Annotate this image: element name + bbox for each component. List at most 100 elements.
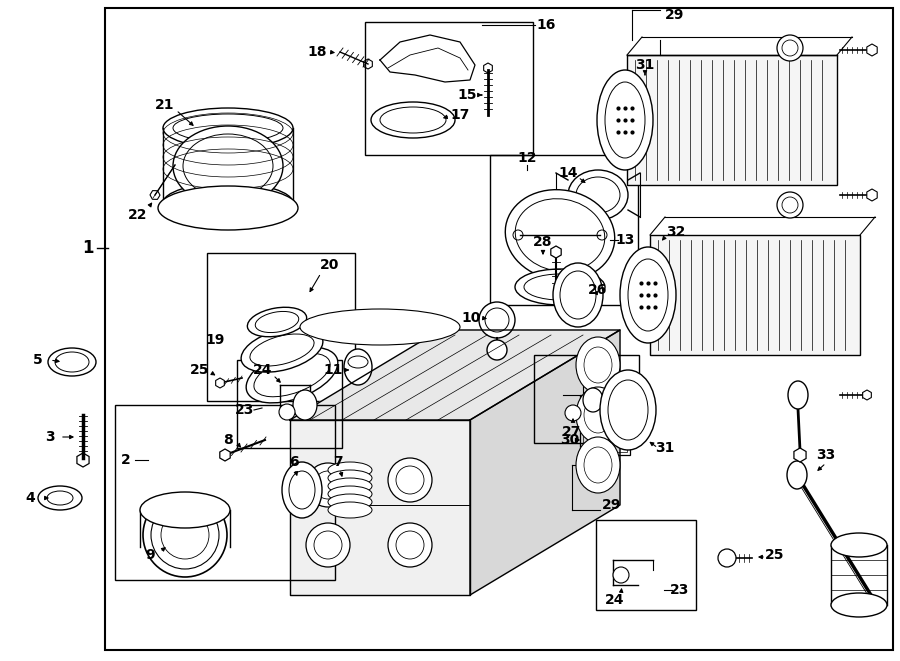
Polygon shape	[290, 420, 470, 595]
Ellipse shape	[479, 302, 515, 338]
Text: 12: 12	[518, 151, 536, 165]
Ellipse shape	[344, 349, 372, 385]
Ellipse shape	[777, 192, 803, 218]
Ellipse shape	[576, 437, 620, 493]
Text: 15: 15	[457, 88, 477, 102]
Bar	[580, 395, 630, 455]
Bar	[237, 360, 342, 448]
Text: 19: 19	[205, 333, 225, 347]
Ellipse shape	[300, 309, 460, 345]
Bar	[627, 55, 837, 185]
Ellipse shape	[328, 478, 372, 494]
Text: 5: 5	[33, 353, 43, 367]
Text: 29: 29	[665, 8, 684, 22]
Ellipse shape	[565, 405, 581, 421]
Text: 2: 2	[122, 453, 130, 467]
Text: 22: 22	[128, 208, 148, 222]
Ellipse shape	[140, 492, 230, 528]
Text: 24: 24	[253, 363, 273, 377]
Ellipse shape	[831, 533, 887, 557]
Ellipse shape	[620, 247, 676, 343]
Ellipse shape	[248, 307, 307, 336]
Text: 6: 6	[289, 455, 299, 469]
Ellipse shape	[613, 567, 629, 583]
Ellipse shape	[282, 462, 322, 518]
Ellipse shape	[143, 493, 227, 577]
Polygon shape	[290, 330, 620, 420]
Text: 10: 10	[462, 311, 481, 325]
Text: 23: 23	[235, 403, 255, 417]
Ellipse shape	[328, 470, 372, 486]
Ellipse shape	[241, 328, 323, 372]
Text: 3: 3	[45, 430, 55, 444]
Ellipse shape	[388, 523, 432, 567]
Ellipse shape	[568, 170, 628, 220]
Text: 31: 31	[655, 441, 675, 455]
Ellipse shape	[505, 190, 615, 280]
Text: 25: 25	[765, 548, 785, 562]
Ellipse shape	[328, 502, 372, 518]
Text: 11: 11	[323, 363, 343, 377]
Ellipse shape	[515, 269, 605, 305]
Ellipse shape	[306, 523, 350, 567]
Text: 33: 33	[816, 448, 835, 462]
Text: 17: 17	[450, 108, 470, 122]
Bar	[596, 520, 696, 610]
Ellipse shape	[597, 70, 653, 170]
Text: 13: 13	[616, 233, 634, 247]
Bar	[490, 155, 638, 305]
Text: 8: 8	[223, 433, 233, 447]
Text: 14: 14	[558, 166, 578, 180]
Text: 21: 21	[155, 98, 175, 112]
Text: 23: 23	[670, 583, 689, 597]
Text: 25: 25	[190, 363, 210, 377]
Text: 1: 1	[82, 239, 94, 257]
Text: 31: 31	[635, 58, 654, 72]
Text: 29: 29	[602, 498, 622, 512]
Ellipse shape	[328, 462, 372, 478]
Ellipse shape	[788, 381, 808, 409]
Text: 7: 7	[333, 455, 343, 469]
Ellipse shape	[328, 486, 372, 502]
Text: 20: 20	[320, 258, 339, 272]
Ellipse shape	[293, 390, 317, 420]
Ellipse shape	[787, 461, 807, 489]
Text: 9: 9	[145, 548, 155, 562]
Polygon shape	[380, 35, 475, 82]
Text: 26: 26	[589, 283, 608, 297]
Ellipse shape	[247, 347, 338, 403]
Bar	[650, 235, 860, 355]
Ellipse shape	[163, 183, 293, 223]
Text: 24: 24	[605, 593, 625, 607]
Ellipse shape	[279, 404, 295, 420]
Ellipse shape	[831, 593, 887, 617]
Text: 30: 30	[611, 75, 631, 89]
Text: 27: 27	[562, 425, 581, 439]
Ellipse shape	[553, 263, 603, 327]
Text: 32: 32	[666, 225, 686, 239]
Ellipse shape	[576, 387, 620, 443]
Ellipse shape	[583, 388, 603, 412]
Bar	[207, 253, 355, 401]
Bar	[105, 8, 893, 650]
Text: 4: 4	[25, 491, 35, 505]
Bar	[115, 405, 335, 580]
Ellipse shape	[388, 458, 432, 502]
Bar	[583, 398, 627, 452]
Text: 18: 18	[307, 45, 327, 59]
Ellipse shape	[777, 35, 803, 61]
Ellipse shape	[371, 102, 455, 138]
Ellipse shape	[576, 337, 620, 393]
Text: 16: 16	[536, 18, 555, 32]
Bar	[534, 355, 639, 443]
Ellipse shape	[487, 340, 507, 360]
Text: 30: 30	[561, 433, 580, 447]
Text: 28: 28	[533, 235, 553, 249]
Ellipse shape	[158, 186, 298, 230]
Ellipse shape	[163, 108, 293, 148]
Ellipse shape	[173, 126, 283, 206]
Bar	[365, 22, 533, 155]
Ellipse shape	[306, 463, 350, 507]
Ellipse shape	[328, 494, 372, 510]
Ellipse shape	[718, 549, 736, 567]
